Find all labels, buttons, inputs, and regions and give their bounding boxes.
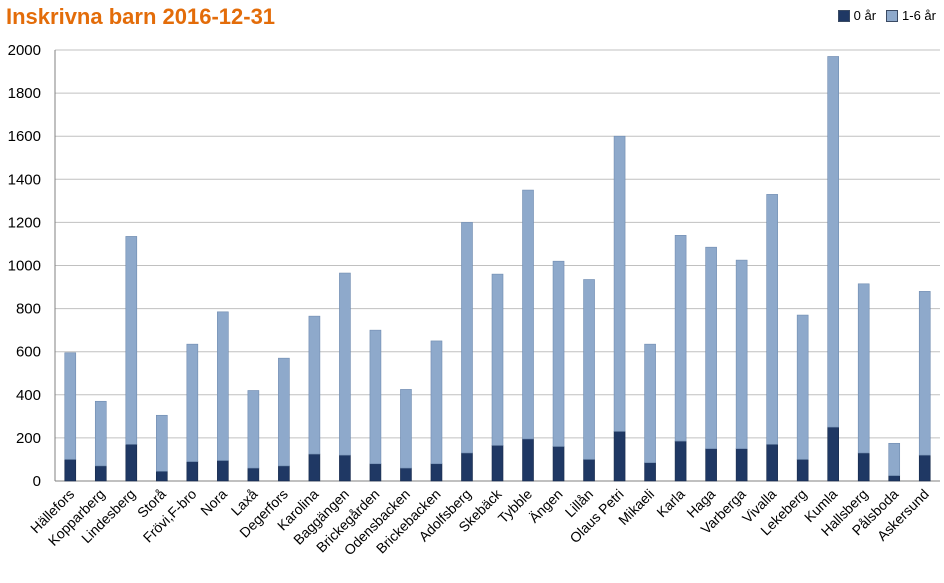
bar-0ar [125, 444, 138, 482]
y-tick-label: 400 [16, 387, 41, 404]
legend-label-1-6ar: 1-6 år [902, 8, 936, 23]
bar-0ar [186, 461, 199, 482]
chart-title: Inskrivna barn 2016-12-31 [6, 4, 276, 29]
bar-1-6ar [888, 442, 901, 476]
bar-1-6ar [278, 357, 290, 467]
bar-1-6ar [613, 135, 626, 432]
bar-0ar [827, 426, 839, 482]
legend-item-1-6ar: 1-6 år [886, 8, 936, 23]
bar-0ar [156, 471, 168, 482]
bar-1-6ar [674, 235, 687, 442]
bar-0ar [430, 463, 443, 482]
y-tick-label: 0 [33, 473, 41, 490]
bar-0ar [369, 463, 382, 482]
x-tick-label: Ängen [526, 486, 566, 526]
bar-1-6ar [735, 259, 748, 449]
bar-0ar [583, 459, 595, 482]
bar-1-6ar [857, 283, 870, 454]
legend-swatch-0ar [837, 9, 850, 22]
bar-0ar [522, 438, 534, 482]
bar-1-6ar [430, 340, 443, 465]
bar-1-6ar [644, 343, 656, 463]
bar-0ar [644, 462, 656, 482]
bar-1-6ar [705, 246, 717, 449]
y-tick-label: 200 [16, 430, 41, 447]
x-tick-label: Nora [197, 486, 230, 519]
x-tick-label: Karla [653, 486, 688, 521]
y-tick-label: 600 [16, 344, 41, 361]
y-tick-label: 1800 [8, 85, 41, 102]
bar-0ar [766, 444, 778, 482]
bar-1-6ar [156, 414, 168, 472]
bar-0ar [400, 467, 412, 482]
y-tick-label: 1200 [8, 214, 41, 231]
legend-label-0ar: 0 år [853, 8, 877, 23]
bar-1-6ar [583, 279, 595, 460]
bar-0ar [461, 452, 473, 482]
bar-1-6ar [369, 329, 382, 465]
bar-1-6ar [217, 311, 229, 461]
bar-1-6ar [186, 343, 199, 462]
bars [64, 56, 931, 482]
bar-0ar [918, 454, 931, 482]
bar-1-6ar [552, 260, 565, 447]
y-tick-label: 1400 [8, 171, 41, 188]
bar-1-6ar [339, 272, 351, 456]
bar-0ar [247, 467, 260, 482]
bar-1-6ar [400, 389, 412, 469]
bar-1-6ar [522, 189, 534, 440]
bar-0ar [857, 452, 870, 482]
bar-0ar [705, 448, 717, 482]
bar-1-6ar [461, 222, 473, 454]
bar-0ar [674, 440, 687, 482]
bar-1-6ar [247, 390, 260, 469]
bar-1-6ar [796, 314, 809, 460]
chart-legend: 0 år 1-6 år [837, 8, 936, 23]
y-tick-label: 2000 [8, 42, 41, 59]
bar-1-6ar [918, 291, 931, 456]
bar-0ar [888, 475, 901, 482]
bar-0ar [278, 465, 290, 482]
bar-0ar [796, 459, 809, 482]
bar-0ar [217, 460, 229, 482]
legend-swatch-1-6ar [886, 9, 899, 22]
y-tick-label: 800 [16, 301, 41, 318]
bar-0ar [735, 448, 748, 482]
bar-0ar [308, 453, 321, 482]
y-axis: 0 200 400 600 800 1000 1200 1400 1600 1800 2000 [8, 42, 56, 490]
y-tick-label: 1600 [8, 128, 41, 145]
bar-0ar [339, 454, 351, 482]
bar-1-6ar [491, 273, 504, 446]
x-tick-label: Tybble [495, 486, 536, 527]
bar-1-6ar [125, 236, 138, 445]
bar-0ar [552, 446, 565, 482]
bar-0ar [94, 465, 107, 482]
legend-item-0ar: 0 år [837, 8, 877, 23]
y-tick-label: 1000 [8, 258, 41, 275]
bar-0ar [491, 445, 504, 482]
bar-1-6ar [308, 315, 321, 455]
bar-0ar [613, 431, 626, 482]
bar-1-6ar [827, 56, 839, 428]
bar-1-6ar [64, 352, 77, 460]
bar-1-6ar [94, 400, 107, 467]
x-axis-labels: HälleforsKopparbergLindesbergStoråFrövi,… [27, 485, 932, 558]
bar-1-6ar [766, 194, 778, 445]
bar-0ar [64, 459, 77, 482]
